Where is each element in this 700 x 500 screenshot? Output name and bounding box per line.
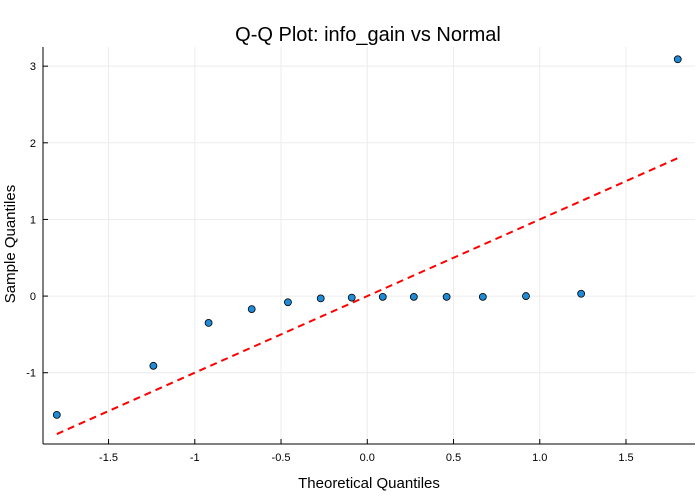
data-point (284, 298, 292, 307)
x-axis-ticks: -1.5 -1 -0.5 0.0 0.5 1.0 1.5 (99, 439, 634, 464)
data-point (522, 292, 530, 300)
data-point (409, 292, 418, 301)
reference-line (56, 157, 679, 435)
data-point (442, 292, 451, 301)
y-axis-ticks: -1 0 1 2 3 (26, 61, 48, 380)
data-points (52, 55, 682, 419)
data-point (478, 292, 487, 301)
x-tick-label: -1 (190, 452, 200, 464)
data-point (247, 305, 256, 314)
data-point (378, 292, 387, 301)
x-tick-label: 0.0 (360, 452, 375, 464)
data-point (673, 55, 682, 64)
data-point (52, 410, 61, 419)
y-tick-label: 3 (30, 61, 36, 73)
data-point (347, 293, 356, 302)
data-point (149, 361, 158, 370)
x-tick-label: 0.5 (446, 452, 461, 464)
data-point (577, 289, 586, 298)
chart-title: Q-Q Plot: info_gain vs Normal (235, 24, 501, 46)
data-point (204, 319, 213, 327)
y-axis-label: Sample Quantiles (2, 185, 19, 303)
x-tick-label: 1.0 (532, 452, 547, 464)
data-point (316, 294, 325, 303)
y-tick-label: -1 (26, 368, 36, 380)
grid (43, 47, 695, 444)
y-tick-label: 1 (30, 214, 36, 226)
x-tick-label: 1.5 (618, 452, 633, 464)
x-axis-label: Theoretical Quantiles (298, 475, 440, 492)
y-tick-label: 2 (30, 138, 36, 150)
x-tick-label: -1.5 (99, 452, 118, 464)
y-tick-label: 0 (30, 291, 36, 303)
x-tick-label: -0.5 (272, 452, 291, 464)
